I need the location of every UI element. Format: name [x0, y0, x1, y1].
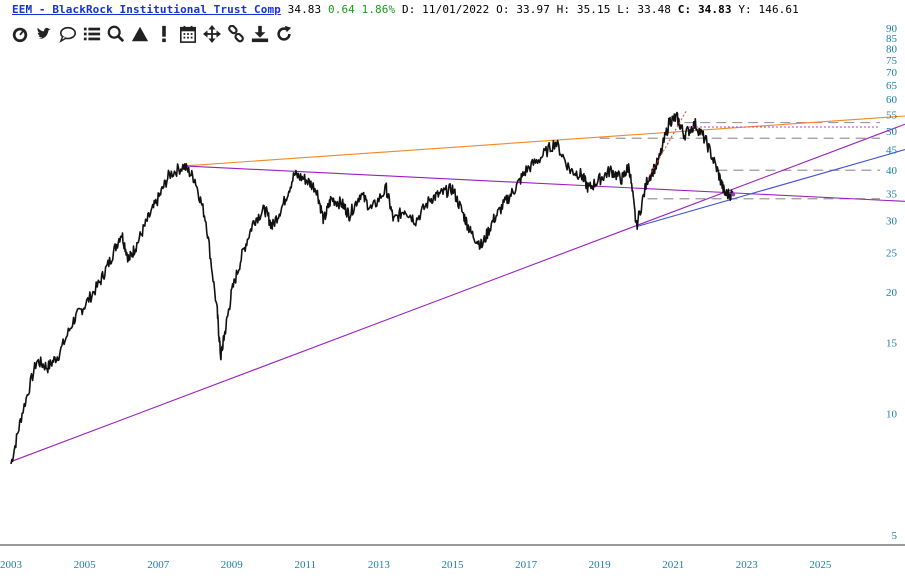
date-label: D:	[401, 3, 416, 16]
x-tick-label-2009: 2009	[221, 559, 244, 571]
exclamation-icon[interactable]	[154, 24, 174, 44]
y-tick-label-20: 20	[886, 287, 898, 299]
x-tick-label-2011: 2011	[295, 559, 317, 571]
x-tick-label-2019: 2019	[589, 559, 612, 571]
annotations	[647, 110, 880, 197]
y-tick-label-70: 70	[886, 67, 898, 79]
x-tick-label-2007: 2007	[147, 559, 170, 571]
close-value: 34.83	[697, 3, 732, 16]
x-axis-ticks: 2003 2005 2007 2009 2011 2013 2015 2017 2019 2021…	[0, 559, 832, 571]
y-value: 146.61	[758, 3, 799, 16]
red-dotted-line	[647, 110, 687, 180]
toolbar	[10, 24, 294, 44]
trendline-2	[183, 165, 905, 202]
trendline-3	[636, 149, 905, 228]
price-line	[10, 111, 734, 465]
calendar-icon[interactable]	[178, 24, 198, 44]
y-tick-label-35: 35	[886, 189, 898, 201]
x-tick-label-2015: 2015	[442, 559, 465, 571]
search-icon[interactable]	[106, 24, 126, 44]
list-icon[interactable]	[82, 24, 102, 44]
trendline-0	[183, 115, 905, 167]
y-tick-label-15: 15	[886, 337, 898, 349]
quote-header: EEM - BlackRock Institutional Trust Comp…	[12, 3, 799, 17]
refresh-icon[interactable]	[274, 24, 294, 44]
price-change: 0.64 1.86%	[328, 3, 396, 16]
y-tick-label-55: 55	[886, 109, 898, 121]
low-value: 33.48	[637, 3, 672, 16]
comment-icon[interactable]	[58, 24, 78, 44]
y-tick-label-50: 50	[886, 126, 898, 138]
last-price: 34.83	[287, 3, 322, 16]
trendline-1	[10, 123, 905, 463]
x-tick-label-2013: 2013	[368, 559, 391, 571]
x-tick-label-2003: 2003	[0, 559, 23, 571]
triangle-icon[interactable]	[130, 24, 150, 44]
y-tick-label-10: 10	[886, 408, 898, 420]
open-label: O:	[496, 3, 510, 16]
y-tick-label-40: 40	[886, 165, 898, 177]
y-tick-label-5: 5	[892, 530, 898, 542]
y-tick-label-75: 75	[886, 55, 898, 67]
y-tick-label-25: 25	[886, 248, 898, 260]
move-icon[interactable]	[202, 24, 222, 44]
x-tick-label-2021: 2021	[662, 559, 684, 571]
x-tick-label-2005: 2005	[74, 559, 97, 571]
y-tick-label-90: 90	[886, 23, 898, 35]
low-label: L:	[617, 3, 631, 16]
high-label: H:	[556, 3, 571, 16]
y-tick-label-85: 85	[886, 33, 898, 45]
dashboard-icon[interactable]	[10, 24, 30, 44]
price-series	[10, 111, 734, 465]
x-tick-label-2023: 2023	[736, 559, 759, 571]
open-value: 33.97	[516, 3, 550, 16]
y-tick-label-80: 80	[886, 44, 898, 56]
twitter-icon[interactable]	[34, 24, 54, 44]
x-tick-label-2017: 2017	[515, 559, 538, 571]
last-price-marker	[731, 192, 736, 197]
high-value: 35.15	[576, 3, 611, 16]
y-tick-label-45: 45	[886, 145, 898, 157]
close-label: C:	[677, 3, 692, 16]
download-icon[interactable]	[250, 24, 270, 44]
y-tick-label-65: 65	[886, 80, 898, 92]
link-icon[interactable]	[226, 24, 246, 44]
trendlines	[10, 115, 905, 463]
date-value: 11/01/2022	[422, 3, 490, 16]
y-tick-label-30: 30	[886, 216, 898, 228]
x-tick-label-2025: 2025	[809, 559, 832, 571]
y-tick-label-60: 60	[886, 94, 898, 106]
y-label: Y:	[738, 3, 752, 16]
ticker-link[interactable]: EEM - BlackRock Institutional Trust Comp	[12, 3, 281, 16]
